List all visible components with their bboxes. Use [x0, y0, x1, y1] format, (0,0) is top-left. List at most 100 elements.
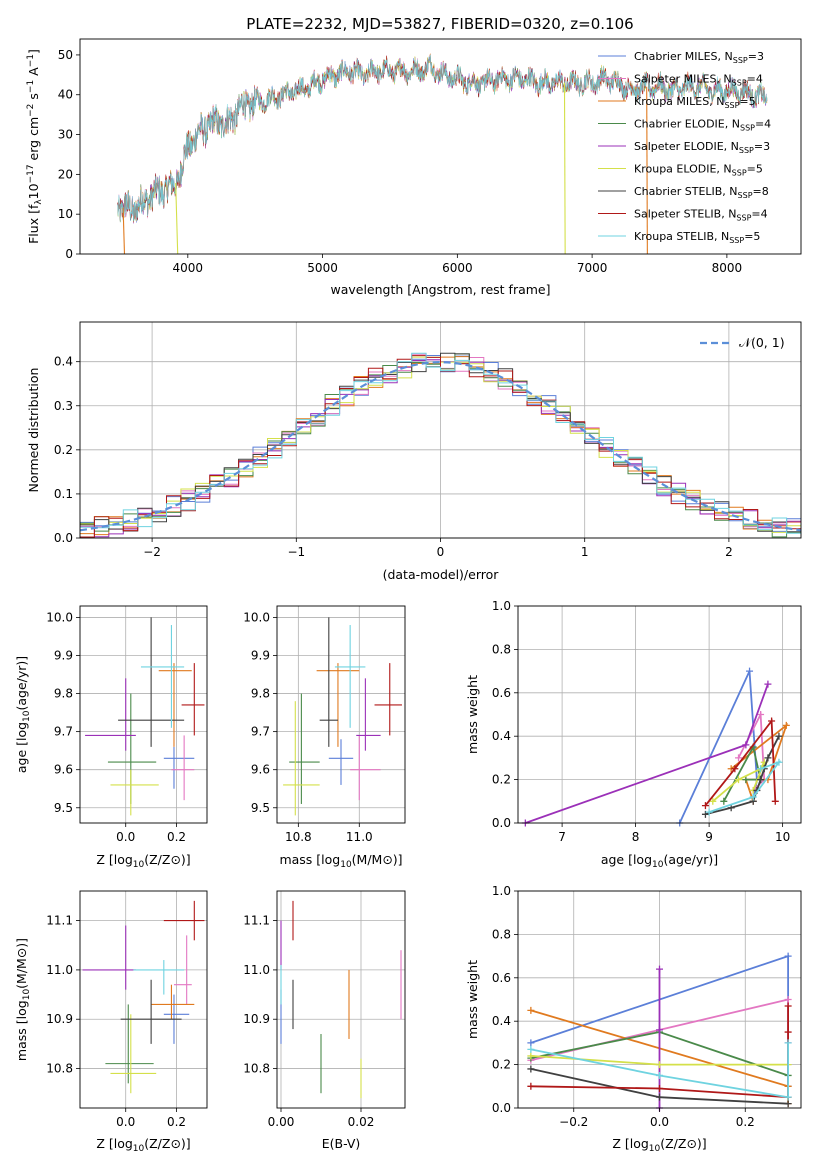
x-tick-label: 11.0 [346, 830, 373, 844]
y-tick-label: 11.0 [46, 963, 73, 977]
spectrum-dropout [175, 183, 179, 254]
y-tick-label: 11.1 [46, 914, 73, 928]
x-tick-label: 5000 [307, 261, 338, 275]
weight-marker [757, 776, 765, 784]
weight-marker [771, 797, 779, 805]
x-tick-label: 7 [558, 830, 566, 844]
spectrum-line [117, 54, 768, 222]
weight-marker [527, 1045, 535, 1053]
y-tick-label: 20 [58, 167, 73, 181]
weight-marker [705, 808, 713, 816]
axes-mass-vs-ebv: 0.00 0.02 10.8 10.9 11.0 11.1 E(B-V) [243, 890, 406, 1151]
legend: Chabrier MILES, NSSP=3 Salpeter MILES, NS… [598, 50, 771, 245]
y-tick-label: 0.2 [54, 443, 73, 457]
y-tick-label: 9.5 [54, 801, 73, 815]
axes-spectrum: 4000 5000 6000 7000 8000 0 10 20 30 40 50 wavelengt… [26, 38, 802, 297]
weight-marker [656, 1084, 663, 1092]
axes-age-vs-Z: 0.0 0.2 9.5 9.6 9.7 9.8 9.9 10.0 Z [log10(Z/Z⊙)]… [14, 605, 208, 870]
weight-marker [527, 1082, 535, 1090]
axes-mass-vs-Z: 0.0 0.2 10.8 10.9 11.0 11.1 Z [log10(Z/Z⊙)] mas… [14, 890, 208, 1154]
weight-marker [782, 721, 790, 729]
plot-area-mass-vs-ebv [280, 900, 402, 1099]
axes-frame [276, 890, 406, 1109]
y-tick-label: 9.8 [54, 687, 73, 701]
y-axis-label: mass weight [465, 675, 480, 754]
weight-marker [720, 797, 728, 805]
y-tick-label: 10.8 [46, 1062, 73, 1076]
y-tick-label: 0.1 [54, 487, 73, 501]
plot-area-age-vs-mass [283, 617, 402, 816]
weight-marker [764, 754, 772, 762]
legend-label: Salpeter MILES, NSSP=4 [634, 73, 763, 88]
x-tick-label: −1 [287, 545, 305, 559]
x-axis-label: Z [log10(Z/Z⊙)] [96, 1136, 190, 1154]
legend-label: Kroupa STELIB, NSSP=5 [634, 230, 760, 245]
weight-marker [527, 1039, 535, 1047]
y-tick-label: 0.4 [492, 729, 511, 743]
y-tick-label: 40 [58, 88, 73, 102]
axes-frame [276, 605, 406, 824]
y-tick-label: 0.0 [54, 531, 73, 545]
x-tick-label: −2 [143, 545, 161, 559]
weight-marker [742, 776, 750, 784]
axes-frame [79, 38, 802, 255]
x-axis-label: (data-model)/error [383, 567, 500, 582]
histogram-steps [80, 355, 801, 532]
plot-area-residuals [79, 352, 802, 538]
weight-marker [735, 776, 743, 784]
axes-residuals: −2 −1 0 1 2 0.0 0.1 0.2 0.3 0.4 (data-model)/error… [26, 321, 802, 582]
x-tick-label: 0.0 [116, 1115, 135, 1129]
x-tick-label: 0.2 [736, 1115, 755, 1129]
x-tick-label: 0 [437, 545, 445, 559]
y-tick-label: 0.2 [492, 1058, 511, 1072]
plot-area-age-vs-Z [85, 617, 205, 816]
y-tick-label: 10.8 [243, 1062, 270, 1076]
legend: 𝒩(0, 1) [700, 335, 785, 350]
y-tick-label: 0.6 [492, 686, 511, 700]
y-tick-label: 50 [58, 48, 73, 62]
weight-marker [784, 1028, 792, 1036]
x-axis-label: age [log10(age/yr)] [601, 852, 718, 870]
y-axis-label: Flux [fλ10−17 erg cm−2 s−1 A−1] [26, 49, 44, 244]
y-tick-label: 1.0 [492, 884, 511, 898]
plot-area-weight-vs-Z [527, 952, 792, 1112]
plot-area-mass-vs-Z [82, 900, 205, 1094]
plot-area-weight-vs-age [521, 667, 790, 827]
axes-frame [79, 890, 208, 1109]
x-tick-label: 10.8 [285, 830, 312, 844]
y-tick-label: 10.0 [46, 610, 73, 624]
weight-marker [527, 1065, 535, 1073]
y-tick-label: 9.6 [251, 763, 270, 777]
y-tick-label: 1.0 [492, 599, 511, 613]
spectrum-dropout [122, 207, 126, 254]
weight-line [530, 1042, 789, 1099]
weight-marker [784, 996, 792, 1003]
weight-line [705, 735, 780, 816]
legend-label: Chabrier ELODIE, NSSP=4 [634, 118, 771, 133]
legend-label: Chabrier MILES, NSSP=3 [634, 50, 764, 65]
x-tick-label: 10 [775, 830, 790, 844]
legend-label: Kroupa ELODIE, NSSP=5 [634, 163, 763, 178]
gaussian-curve [79, 360, 802, 532]
weight-marker [784, 1093, 792, 1101]
weight-marker [757, 711, 765, 718]
y-tick-label: 0.0 [492, 816, 511, 830]
axes-age-vs-mass: 10.8 11.0 9.5 9.6 9.7 9.8 9.9 10.0 mass [log10(M… [243, 605, 406, 870]
weight-marker [775, 732, 783, 740]
y-tick-label: 0.8 [492, 927, 511, 941]
x-axis-label: E(B-V) [322, 1136, 361, 1151]
weight-marker [784, 952, 792, 960]
chart-title: PLATE=2232, MJD=53827, FIBERID=0320, z=0… [246, 15, 633, 33]
x-tick-label: 0.2 [167, 830, 186, 844]
weight-marker [656, 965, 663, 973]
x-tick-label: 2 [725, 545, 733, 559]
x-tick-label: 7000 [577, 261, 608, 275]
x-tick-label: 8 [632, 830, 640, 844]
x-axis-label: Z [log10(Z/Z⊙)] [96, 852, 190, 870]
legend-label: 𝒩(0, 1) [739, 335, 785, 350]
weight-marker [731, 765, 739, 773]
y-tick-label: 9.9 [54, 648, 73, 662]
weight-marker [735, 754, 743, 762]
y-tick-label: 10.9 [243, 1012, 270, 1026]
